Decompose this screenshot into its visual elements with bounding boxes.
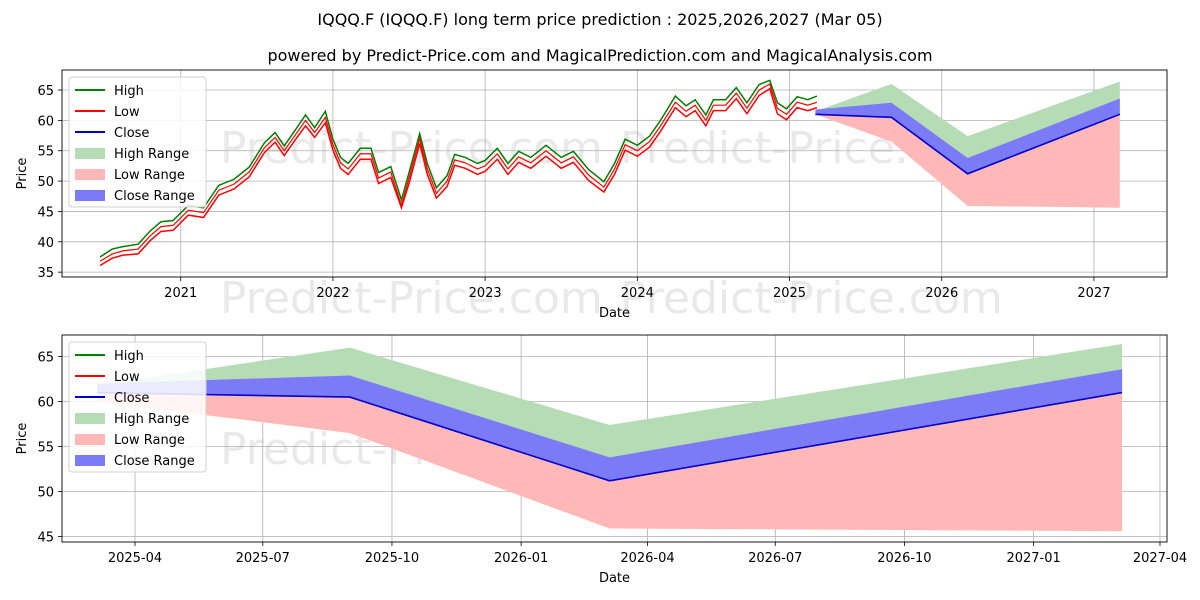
x-tick-label: 2025-04 bbox=[108, 551, 162, 566]
y-tick-label: 60 bbox=[37, 114, 54, 129]
x-tick-label: 2027-04 bbox=[1133, 551, 1187, 566]
x-tick-label: 2025 bbox=[773, 286, 806, 301]
legend-swatch bbox=[75, 169, 105, 180]
legend-swatch bbox=[75, 455, 105, 466]
low-range-band bbox=[97, 392, 1123, 532]
legend-label: Low Range bbox=[114, 168, 185, 183]
legend-label: High Range bbox=[114, 412, 189, 427]
legend-label: Close bbox=[114, 391, 149, 406]
y-tick-label: 65 bbox=[37, 84, 54, 99]
y-tick-label: 40 bbox=[37, 236, 54, 251]
legend-label: High Range bbox=[114, 147, 189, 162]
legend-swatch bbox=[75, 148, 105, 159]
x-tick-label: 2026-07 bbox=[748, 551, 802, 566]
x-tick-label: 2026 bbox=[925, 286, 958, 301]
chart-panel-1: Predict-Price.com Predict-Price.comPredic… bbox=[15, 69, 1168, 324]
x-tick-label: 2025-10 bbox=[365, 551, 419, 566]
plot-frame bbox=[61, 69, 1168, 278]
chart-subtitle: powered by Predict-Price.com and Magical… bbox=[267, 46, 933, 65]
x-tick-label: 2026-01 bbox=[494, 551, 548, 566]
legend-label: Low bbox=[114, 105, 140, 120]
high-series-line bbox=[99, 79, 818, 258]
legend-label: Close Range bbox=[114, 454, 195, 469]
x-tick-label: 2025-07 bbox=[236, 551, 290, 566]
y-tick-label: 50 bbox=[37, 486, 54, 501]
x-axis-label: Date bbox=[599, 571, 630, 586]
x-tick-label: 2021 bbox=[164, 286, 197, 301]
close-history-line bbox=[99, 83, 818, 262]
x-tick-label: 2026-10 bbox=[877, 551, 931, 566]
x-tick-label: 2022 bbox=[316, 286, 349, 301]
legend-label: Close bbox=[114, 126, 149, 141]
y-tick-label: 45 bbox=[37, 531, 54, 546]
chart-panel-2: Predict-Price.comPredict-Price.com2025-0… bbox=[15, 334, 1187, 586]
chart-title: IQQQ.F (IQQQ.F) long term price predicti… bbox=[317, 10, 883, 29]
y-axis-label: Price bbox=[15, 158, 30, 190]
x-tick-label: 2024 bbox=[621, 286, 654, 301]
legend-label: Low Range bbox=[114, 433, 185, 448]
legend-label: High bbox=[114, 349, 144, 364]
watermark-text: Predict-Price.com bbox=[620, 273, 1003, 324]
close-series-line bbox=[97, 391, 1123, 482]
y-tick-label: 65 bbox=[37, 351, 54, 366]
y-tick-label: 45 bbox=[37, 205, 54, 220]
legend-label: Close Range bbox=[114, 189, 195, 204]
x-tick-label: 2027-01 bbox=[1006, 551, 1060, 566]
x-axis-label: Date bbox=[599, 306, 630, 321]
legend-label: High bbox=[114, 84, 144, 99]
close-series-line bbox=[815, 113, 1121, 175]
y-tick-label: 60 bbox=[37, 396, 54, 411]
low-range-band bbox=[815, 114, 1120, 208]
y-tick-label: 55 bbox=[37, 145, 54, 160]
close-range-band bbox=[97, 369, 1123, 481]
legend-swatch bbox=[75, 413, 105, 424]
y-axis-label: Price bbox=[15, 423, 30, 455]
x-tick-label: 2023 bbox=[469, 286, 502, 301]
x-tick-label: 2027 bbox=[1077, 286, 1110, 301]
legend-swatch bbox=[75, 190, 105, 201]
y-tick-label: 55 bbox=[37, 441, 54, 456]
x-tick-label: 2026-04 bbox=[620, 551, 674, 566]
plot-frame bbox=[61, 334, 1168, 543]
y-tick-label: 35 bbox=[37, 266, 54, 281]
y-tick-label: 50 bbox=[37, 175, 54, 190]
low-series-line bbox=[99, 87, 818, 267]
legend-label: Low bbox=[114, 370, 140, 385]
legend-swatch bbox=[75, 434, 105, 445]
watermark-text: Predict-Price.com bbox=[220, 273, 603, 324]
